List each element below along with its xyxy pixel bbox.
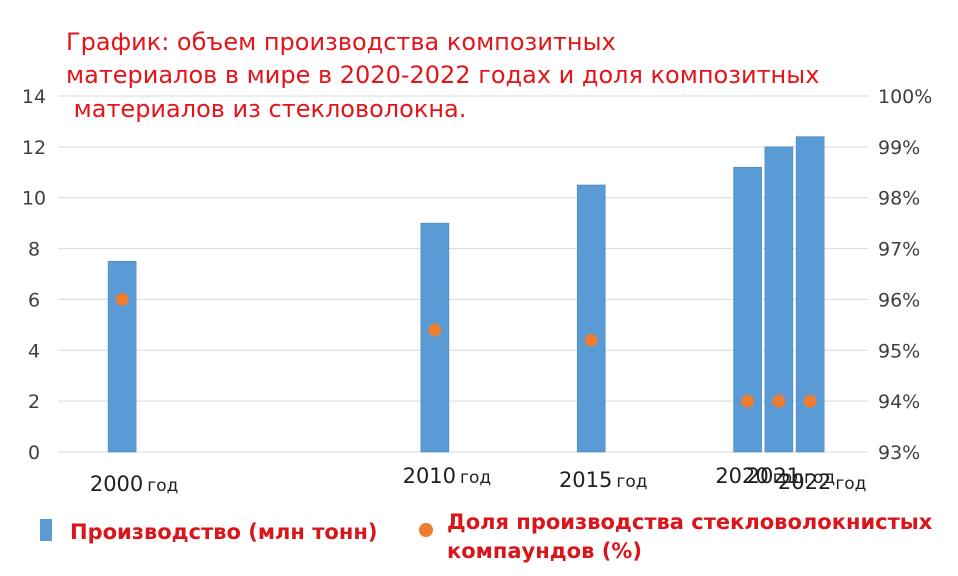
point-fiberglass-share	[772, 394, 786, 408]
left-tick-label: 14	[22, 86, 46, 108]
left-tick-label: 2	[28, 391, 40, 413]
chart-title: График: объем производства композитных м…	[66, 28, 819, 123]
grid-lines	[58, 95, 868, 453]
right-tick-label: 93%	[878, 442, 920, 464]
right-tick-label: 99%	[878, 137, 920, 159]
bar-production	[733, 166, 762, 453]
point-fiberglass-share	[115, 292, 129, 306]
right-tick-label: 97%	[878, 239, 920, 261]
legend: Производство (млн тонн) Доля производств…	[40, 510, 933, 563]
x-tick-label: 2015 год	[559, 468, 648, 492]
right-tick-label: 100%	[878, 86, 932, 108]
bar-production	[576, 184, 606, 453]
legend-point-label-line-2: компаундов (%)	[447, 539, 642, 563]
chart-title-line-2: материалов в мире в 2020-2022 годах и до…	[66, 61, 819, 89]
left-tick-label: 4	[28, 340, 40, 362]
legend-point-label-line-1: Доля производства стекловолокнистых	[447, 510, 933, 534]
x-tick-label: 2020 год	[715, 464, 804, 488]
points	[115, 292, 817, 408]
x-tick-label: 2022 год	[778, 470, 867, 494]
chart-title-line-1: График: объем производства композитных	[66, 28, 616, 56]
right-tick-label: 95%	[878, 340, 920, 362]
point-fiberglass-share	[741, 394, 755, 408]
legend-point-swatch	[419, 523, 433, 537]
left-tick-label: 12	[22, 137, 46, 159]
legend-bar-label: Производство (млн тонн)	[70, 520, 377, 544]
right-axis-ticks: 93% 94% 95% 96% 97% 98% 99% 100%	[878, 86, 932, 464]
x-tick-label: 2021 год	[747, 464, 836, 488]
right-tick-label: 96%	[878, 289, 920, 311]
bar-production	[420, 222, 450, 453]
right-tick-label: 98%	[878, 188, 920, 210]
bar-production	[107, 260, 137, 453]
left-tick-label: 8	[28, 239, 40, 261]
point-fiberglass-share	[584, 333, 598, 347]
right-tick-label: 94%	[878, 391, 920, 413]
x-tick-label: 2010 год	[403, 464, 492, 488]
point-fiberglass-share	[803, 394, 817, 408]
left-tick-label: 10	[22, 188, 46, 210]
x-tick-label: 2000 год	[90, 472, 179, 496]
legend-bar-swatch	[40, 519, 52, 541]
chart-title-line-3: материалов из стекловолокна.	[66, 95, 466, 123]
left-tick-label: 0	[28, 442, 40, 464]
point-fiberglass-share	[428, 323, 442, 337]
bars	[107, 136, 825, 453]
left-tick-label: 6	[28, 289, 40, 311]
left-axis-ticks: 0 2 4 6 8 10 12 14	[22, 86, 46, 464]
